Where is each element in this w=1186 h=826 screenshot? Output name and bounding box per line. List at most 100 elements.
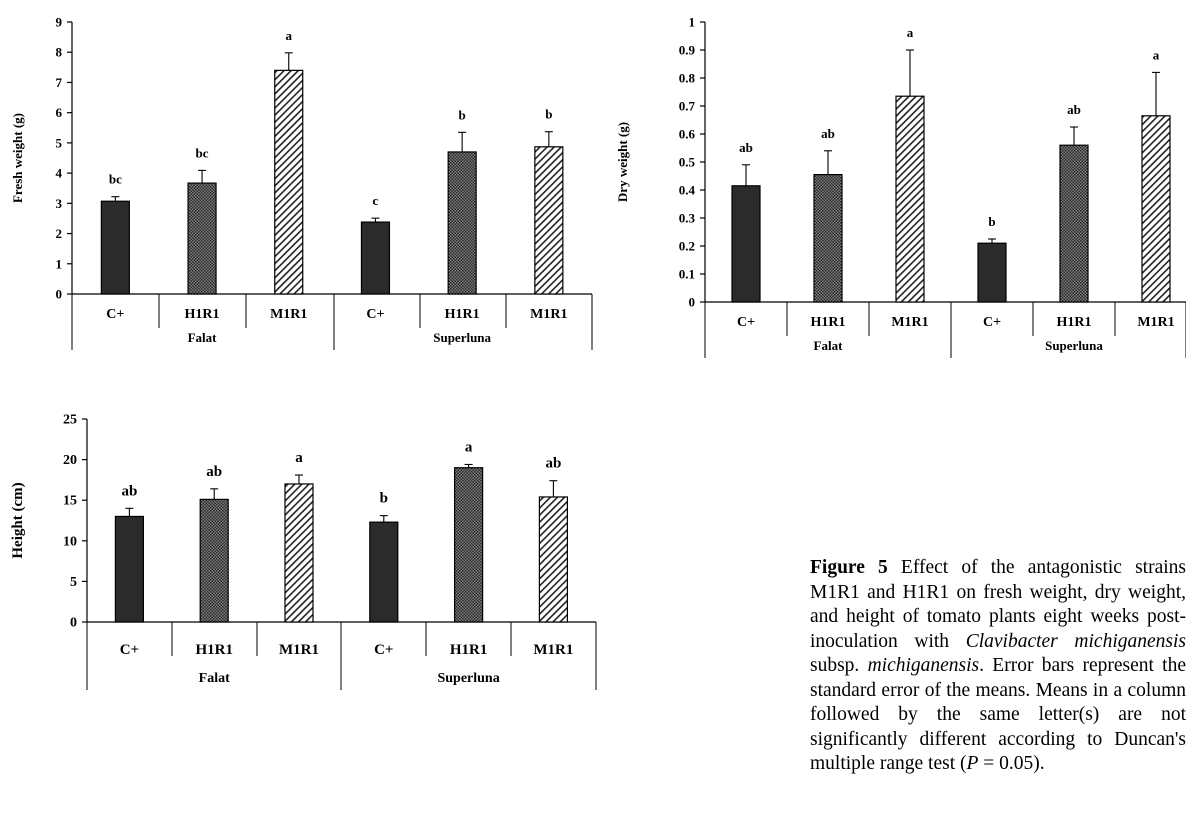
y-tick-label: 9	[56, 15, 63, 30]
significance-letter: ab	[121, 483, 137, 499]
significance-letter: a	[465, 439, 473, 455]
bar	[731, 185, 761, 303]
caption-text-3: . Error bars represent the standard erro…	[810, 655, 1186, 774]
caption-italic-1: Clavibacter michiganensis	[965, 630, 1186, 652]
x-category-label: H1R1	[185, 307, 220, 322]
bar	[360, 221, 391, 295]
y-axis-title: Fresh weight (g)	[10, 113, 25, 203]
bar	[199, 498, 229, 623]
x-group-label: Falat	[188, 330, 218, 345]
x-category-label: H1R1	[195, 642, 233, 658]
x-category-label: C+	[366, 307, 384, 322]
significance-letter: bc	[196, 145, 209, 160]
bar	[447, 151, 477, 295]
bar	[274, 69, 304, 295]
y-tick-label: 0.3	[679, 211, 696, 226]
y-tick-label: 5	[70, 575, 77, 590]
significance-letter: a	[907, 25, 914, 40]
y-tick-label: 0.5	[679, 155, 696, 170]
x-category-label: H1R1	[1057, 315, 1092, 330]
x-group-label: Falat	[814, 338, 844, 353]
x-category-label: H1R1	[450, 642, 488, 658]
x-category-label: H1R1	[811, 315, 846, 330]
x-category-label: M1R1	[1137, 315, 1174, 330]
bar	[114, 515, 145, 623]
significance-letter: b	[380, 491, 388, 507]
bar	[977, 242, 1007, 303]
x-category-label: C+	[120, 642, 139, 658]
x-category-label: C+	[737, 315, 755, 330]
significance-letter: ab	[739, 140, 753, 155]
y-tick-label: 0.2	[679, 239, 695, 254]
significance-letter: b	[459, 107, 466, 122]
bar	[538, 496, 569, 623]
caption-italic-3: P	[966, 753, 979, 774]
bar	[895, 95, 925, 303]
x-group-label: Superluna	[433, 330, 491, 345]
figure-caption: Figure 5 Effect of the antagonistic stra…	[810, 556, 1186, 777]
x-category-label: C+	[983, 315, 1001, 330]
caption-text-2: subsp.	[810, 655, 868, 676]
chart-2: 0 0.1 0.2 0.3 0.4 0.5 0.6 0.7 0.8 0.9 1 Dry weight …	[615, 15, 1186, 358]
bar	[534, 146, 564, 295]
y-tick-label: 6	[56, 105, 63, 120]
caption-label: Figure 5	[810, 557, 888, 578]
bar	[813, 174, 843, 303]
x-group-label: Superluna	[1045, 338, 1103, 353]
x-category-label: C+	[106, 307, 124, 322]
significance-letter: ab	[1067, 102, 1081, 117]
x-category-label: H1R1	[445, 307, 480, 322]
x-category-label: M1R1	[891, 315, 928, 330]
y-tick-label: 1	[56, 256, 63, 271]
significance-letter: a	[295, 450, 303, 466]
y-tick-label: 7	[56, 75, 63, 90]
significance-letter: bc	[109, 172, 122, 187]
bar	[1141, 115, 1171, 303]
significance-letter: ab	[545, 456, 561, 472]
y-axis-title: Dry weight (g)	[615, 122, 630, 202]
y-tick-label: 0.1	[679, 267, 695, 282]
bar	[369, 521, 399, 623]
y-tick-label: 15	[63, 494, 77, 509]
bar	[454, 467, 484, 623]
y-tick-label: 0.8	[679, 71, 696, 86]
y-tick-label: 0	[689, 295, 696, 310]
bar	[284, 483, 314, 623]
y-tick-label: 5	[56, 135, 63, 150]
significance-letter: c	[373, 193, 379, 208]
bar	[1059, 144, 1089, 303]
caption-italic-2: michiganensis	[867, 655, 980, 676]
y-tick-label: 0.9	[679, 43, 696, 58]
significance-letter: ab	[821, 126, 835, 141]
y-tick-label: 0.7	[679, 99, 696, 114]
significance-letter: ab	[206, 464, 222, 480]
x-group-label: Superluna	[437, 671, 499, 686]
y-tick-label: 1	[689, 15, 696, 30]
y-axis-title: Height (cm)	[10, 482, 26, 558]
y-tick-label: 0	[56, 287, 63, 302]
significance-letter: a	[286, 28, 293, 43]
y-tick-label: 4	[56, 166, 63, 181]
bar	[100, 200, 130, 295]
caption-text-4: = 0.05).	[978, 753, 1045, 774]
x-category-label: M1R1	[270, 307, 307, 322]
y-tick-label: 10	[63, 534, 77, 549]
x-category-label: C+	[374, 642, 393, 658]
significance-letter: a	[1153, 47, 1160, 62]
y-tick-label: 2	[56, 226, 63, 241]
chart-3: 0 5 10 15 20 25 Height (cm) ab C+ ab H1R1 a M1R1 b C+ a…	[10, 413, 597, 690]
y-tick-label: 0.6	[679, 127, 696, 142]
x-category-label: M1R1	[279, 642, 319, 658]
significance-letter: b	[988, 214, 995, 229]
bar	[187, 182, 217, 295]
caption-text-1: Effect of the antagonistic strains M1R1 …	[810, 557, 1186, 652]
y-tick-label: 3	[56, 196, 63, 211]
y-tick-label: 20	[63, 453, 77, 468]
x-category-label: M1R1	[533, 642, 573, 658]
y-tick-label: 0	[70, 616, 77, 631]
x-category-label: M1R1	[530, 307, 567, 322]
significance-letter: b	[545, 107, 552, 122]
y-tick-label: 0.4	[679, 183, 696, 198]
